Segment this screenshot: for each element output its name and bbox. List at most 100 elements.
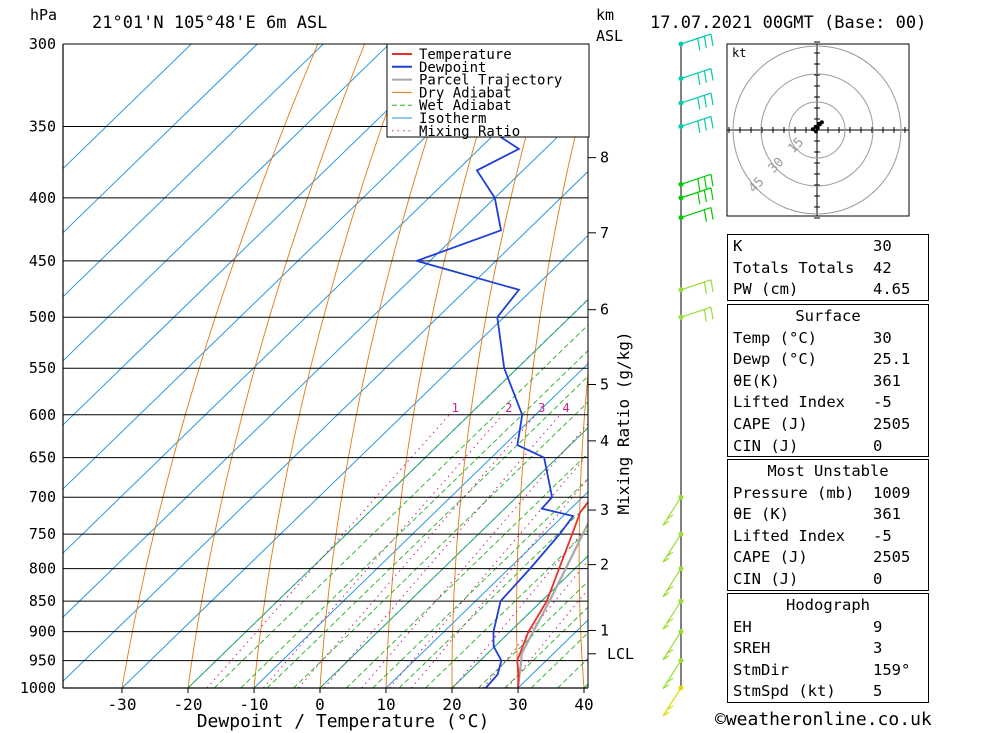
x-tick-label: -20 [174,695,203,714]
table-value: -5 [873,526,892,545]
pressure-label: 950 [29,652,56,670]
wind-barb-dot [678,123,684,129]
datetime-label: 17.07.2021 00GMT (Base: 00) [650,13,927,33]
mixing-ratio-label: 1 [452,401,459,415]
pressure-label: 400 [29,189,56,207]
indices-table: K 30 Totals Totals 42 PW (cm) 4.65 [727,234,929,301]
table-label: CIN (J) [733,569,799,588]
wind-barb-shaft [680,115,712,128]
table-value: 1009 [873,483,911,502]
wind-barb-flag [703,189,707,203]
x-tick-label: -10 [240,695,269,714]
wind-barb-flag [662,592,670,598]
mixing-ratio-label: 10 [641,401,655,415]
temperature-line [516,500,588,688]
wind-barb-flag [697,97,701,110]
table-value: 30 [873,237,892,255]
pressure-label: 800 [29,560,56,578]
wind-barb-flag [703,209,707,222]
km-tick-label: 1 [600,621,609,639]
axes: -30 -20 -10 0 10 20 30 40 Dewpoint / Temperature… [62,44,634,732]
wind-barb-flag [697,178,701,191]
dry-adiabat-line [451,44,553,688]
surface-row: CIN (J) 0 [728,435,928,458]
wind-barb-flag [666,677,674,683]
hodograph-point [813,129,818,134]
legend-item: Dewpoint [419,60,486,76]
pressure-label: 450 [29,252,56,270]
wind-barb-flag [703,309,707,322]
legend-item: Mixing Ratio [419,124,520,140]
asl-label: ASL [596,27,624,45]
surface-title-row: Surface [728,305,928,327]
wind-barb-flag [662,624,670,630]
wind-barb-flag [666,551,674,557]
table-value: 2505 [873,414,911,433]
pressure-label: 300 [29,35,56,53]
legend-item: Isotherm [419,111,486,127]
wind-barb-shaft [680,33,712,45]
mixing-ratio-label: 4 [562,401,569,415]
table-label: θE (K) [733,505,789,524]
wind-barbs [662,33,714,717]
table-label: StmSpd (kt) [733,682,836,701]
mixing-ratio-label: 20 [709,401,723,415]
km-tick-label: 4 [600,432,609,450]
table-label: PW (cm) [733,280,799,299]
table-value: 0 [873,569,883,588]
wind-barb-shaft [680,207,712,219]
wind-barb-flag [710,33,714,47]
x-tick-label: -30 [108,695,137,714]
hodograph-ring [760,73,874,187]
wind-barb-shaft [662,631,682,660]
wind-barb-shaft [680,306,712,318]
hodograph-unit: kt [732,46,746,60]
table-label: K [733,237,743,255]
wind-barb-flag [666,648,674,654]
isotherm-line [63,44,390,362]
table-value: 159° [873,660,911,679]
pressure-label: 550 [29,359,56,377]
km-tick-label: 3 [600,501,609,519]
wind-barb-flag [703,95,707,108]
most-unstable-table: Most Unstable Pressure (mb) 1009 θE (K) 361 L… [727,459,929,591]
hodograph-table: Hodograph EH 9 SREH 3 StmDir 159° StmSpd (kt) 5 [727,593,929,703]
mixing-ratio-label: 3 [538,401,545,415]
table-value: 30 [873,328,892,347]
wind-barb-flag [666,514,674,520]
legend-item: Temperature [419,47,512,63]
pressure-label: 850 [29,592,56,610]
wind-barb-flag [666,618,674,624]
most-unstable-title-row: Most Unstable [728,460,928,482]
dry-adiabat-line [121,44,319,688]
isotherm-line [63,44,456,426]
wind-barb-flag [662,520,670,526]
hodograph-point [813,124,818,129]
surface-row: Dewp (°C) 25.1 [728,348,928,370]
isotherm-line [121,234,588,688]
table-value: 5 [873,682,883,701]
x-tick-label: 40 [574,695,593,714]
mixing-ratio-line [323,414,561,688]
table-label: θE(K) [733,371,780,390]
hodograph-row: EH 9 [728,616,928,638]
pressure-label: 1000 [20,679,56,697]
wind-barb-flag [662,655,670,661]
table-label: CIN (J) [733,436,799,455]
hodograph-ring [788,101,846,159]
table-label: Temp (°C) [733,328,817,347]
hodograph-title-row: Hodograph [728,594,928,616]
wind-barb-flag [710,279,714,292]
table-title: Surface [795,307,861,325]
wind-barb-flag [710,207,714,220]
wind-barb-flag [710,307,714,320]
table-label: Totals Totals [733,258,855,277]
most-unstable-row: θE (K) 361 [728,503,928,525]
wind-barb-shaft [662,533,682,563]
km-tick-label: 5 [600,376,609,394]
km-tick-label: 2 [600,556,609,574]
most-unstable-row: CIN (J) 0 [728,568,928,591]
wind-barb-flag [710,174,714,187]
wind-barb-flag [703,118,707,131]
hodograph-row: SREH 3 [728,637,928,659]
